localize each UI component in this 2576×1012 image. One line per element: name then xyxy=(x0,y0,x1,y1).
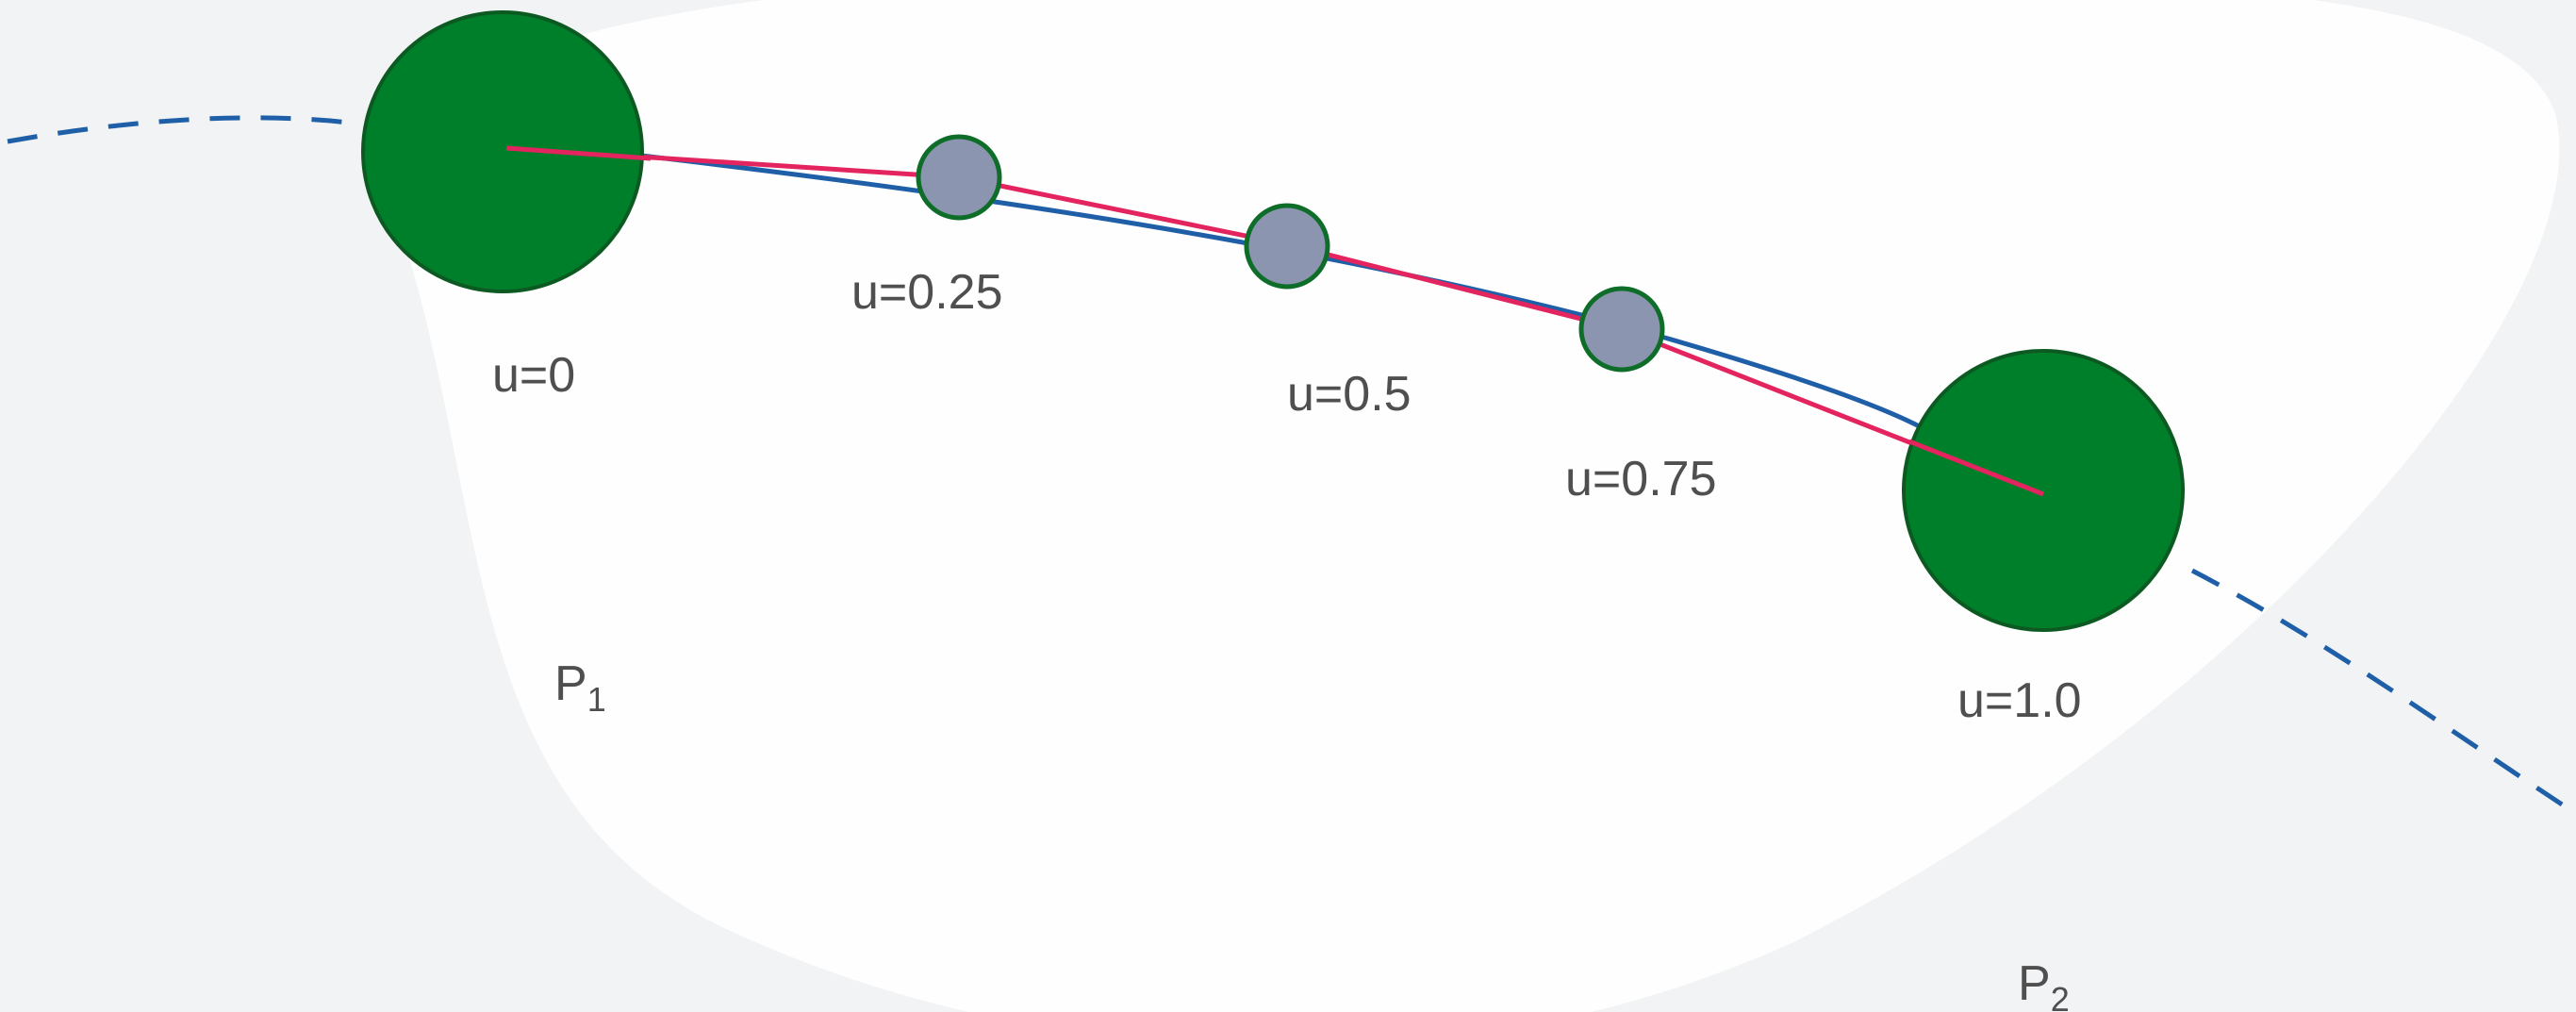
label-u075: u=0.75 xyxy=(1565,452,1717,506)
endpoint-circle-start xyxy=(361,10,644,293)
background-blob xyxy=(387,0,2560,1012)
label-u05: u=0.5 xyxy=(1287,367,1412,422)
sample-point-05 xyxy=(1244,203,1330,290)
label-p2: P2 xyxy=(2018,956,2070,1012)
sample-point-025 xyxy=(916,134,1002,221)
endpoint-circle-end xyxy=(1902,349,2185,632)
chord-segment-start xyxy=(505,145,652,161)
curve-extension-right xyxy=(2190,568,2574,814)
label-u10: u=1.0 xyxy=(1957,673,2082,728)
label-p1: P1 xyxy=(554,656,606,719)
chord-segment-end xyxy=(1908,439,2044,497)
label-u0: u=0 xyxy=(492,348,575,403)
curve-extension-left xyxy=(7,115,350,144)
sample-point-075 xyxy=(1578,286,1665,373)
label-u025: u=0.25 xyxy=(851,265,1003,320)
